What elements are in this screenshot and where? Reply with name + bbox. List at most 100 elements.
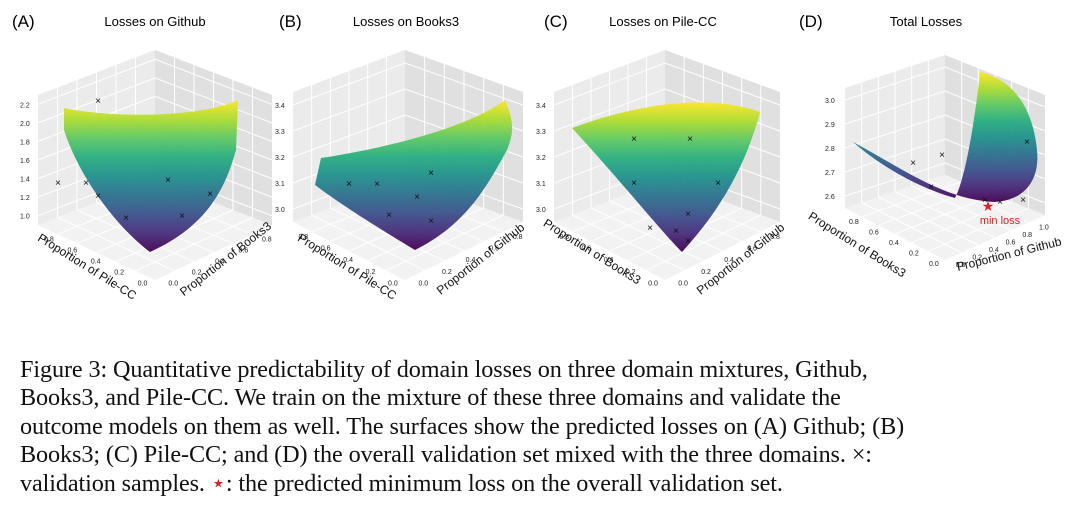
axis2-tick-label: 0.0: [418, 280, 428, 287]
validation-sample-marker: ×: [982, 195, 988, 206]
axis2-tick-label: 0.4: [215, 259, 225, 266]
z-tick-label: 2.6: [825, 194, 835, 201]
validation-sample-marker: ×: [428, 216, 434, 227]
z-tick-label: 3.3: [275, 129, 285, 136]
z-tick-label: 1.8: [20, 139, 30, 146]
axis1-tick-label: 0.8: [44, 237, 54, 244]
axis1-tick-label: 0.2: [626, 269, 636, 276]
axis1-tick-label: 0.6: [67, 248, 77, 255]
z-tick-label: 1.6: [20, 158, 30, 165]
panel-d: (D) Total Losses 2.6 2.7 2.8 2.9 3.0 × × × × × × × 0…: [799, 12, 1063, 280]
validation-sample-marker: ×: [939, 150, 945, 161]
caption-line: Books3, and Pile-CC. We train on the mix…: [20, 384, 841, 412]
panel-c: (C) Losses on Pile-CC 3.0 3.1 3.2 3.3 3.4 × × ×…: [536, 12, 787, 297]
axis2-tick-label: 0.8: [513, 234, 523, 241]
axis2-tick-label: 0.4: [724, 257, 734, 264]
axis2-tick-label: 1.0: [1039, 225, 1049, 232]
axis1-tick-label: 0.6: [321, 246, 331, 253]
validation-sample-marker: ×: [165, 175, 171, 186]
axis1-tick-label: 0.6: [869, 230, 879, 237]
figure-3: (A) Losses on Github 1.0 1.2 1.4 1.6 1.8 2.0 2…: [12, 12, 1063, 303]
caption-line: outcome models on them as well. The surf…: [20, 412, 905, 440]
z-tick-label: 3.4: [275, 103, 285, 110]
panel-a: (A) Losses on Github 1.0 1.2 1.4 1.6 1.8 2.0 2…: [12, 12, 274, 303]
panel-label: (B): [279, 12, 302, 31]
min-loss-marker: ★: [982, 198, 995, 214]
grid-line: [646, 214, 762, 271]
validation-sample-marker: ×: [1024, 137, 1030, 148]
z-tick-label: 2.9: [825, 122, 835, 129]
z-tick-label: 1.2: [20, 195, 30, 202]
min-loss-label: min loss: [980, 215, 1021, 227]
axis2-tick-label: 0.6: [747, 246, 757, 253]
axis1-tick-label: 0.2: [909, 250, 919, 257]
validation-sample-marker: ×: [673, 226, 679, 237]
validation-sample-marker: ×: [928, 182, 934, 193]
validation-sample-marker: ×: [1020, 195, 1026, 206]
z-tick-label: 3.1: [536, 181, 546, 188]
axis1-tick-label: 0.8: [849, 219, 859, 226]
axis1-tick-label: 0.0: [648, 280, 658, 287]
caption-text: validation samples.: [20, 469, 205, 497]
axis1-tick-label: 0.0: [929, 261, 939, 268]
z-tick-label: 1.4: [20, 177, 30, 184]
axis1-tick-label: 0.2: [114, 270, 124, 277]
z-tick-label: 3.4: [536, 103, 546, 110]
loss-surface: [64, 100, 238, 252]
grid-line: [386, 214, 504, 271]
axis1-tick-label: 0.4: [889, 240, 899, 247]
caption-line: validation samples. ⋆: the predicted min…: [20, 470, 1062, 498]
axis2-tick-label: 0.6: [1006, 240, 1016, 247]
grid-line: [292, 62, 524, 106]
chart-title: Losses on Books3: [353, 14, 459, 29]
panel-label: (C): [544, 12, 568, 31]
validation-sample-marker: ×: [631, 134, 637, 145]
star-icon: ⋆: [210, 469, 226, 497]
validation-sample-marker: ×: [685, 236, 691, 247]
loss-surface: [572, 102, 760, 252]
axis2-tick-label: 0.8: [1022, 232, 1032, 239]
panel-label: (D): [799, 12, 823, 31]
axis2-tick-label: 0.2: [192, 270, 202, 277]
z-tick-label: 3.2: [536, 155, 546, 162]
axis1-tick-label: 0.2: [366, 269, 376, 276]
validation-sample-marker: ×: [207, 189, 213, 200]
z-tick-label: 2.8: [825, 146, 835, 153]
validation-sample-marker: ×: [346, 179, 352, 190]
caption-line: Figure 3: Quantitative predictability of…: [20, 356, 868, 383]
validation-sample-marker: ×: [95, 96, 101, 107]
chart-title: Total Losses: [890, 14, 963, 29]
validation-sample-marker: ×: [386, 210, 392, 221]
figure-caption: Figure 3: Quantitative predictability of…: [20, 356, 1062, 498]
grid-line: [553, 62, 781, 106]
axis2-tick-label: 0.4: [989, 247, 999, 254]
z-tick-label: 3.0: [536, 207, 546, 214]
axis1-tick-label: 0.4: [91, 259, 101, 266]
z-tick-label: 3.0: [825, 98, 835, 105]
z-tick-label: 3.2: [275, 155, 285, 162]
axis2-tick-label: 0.2: [972, 255, 982, 262]
loss-surface: [315, 100, 513, 250]
grid-line: [37, 58, 273, 105]
chart-title: Losses on Pile-CC: [609, 14, 717, 29]
axis1-tick-label: 0.8: [559, 234, 569, 241]
axis2-tick-label: 0.0: [168, 281, 178, 288]
axis1-tick-label: 0.0: [138, 281, 148, 288]
validation-sample-marker: ×: [631, 178, 637, 189]
axis1-tick-label: 0.0: [388, 280, 398, 287]
caption-text: : the predicted minimum loss on the over…: [225, 469, 783, 497]
validation-sample-marker: ×: [123, 213, 129, 224]
axis2-tick-label: 0.8: [262, 237, 272, 244]
loss-surface: [853, 72, 1038, 202]
validation-sample-marker: ×: [414, 192, 420, 203]
panel-label: (A): [12, 12, 35, 31]
z-tick-label: 3.1: [275, 181, 285, 188]
validation-sample-marker: ×: [910, 158, 916, 169]
grid-line: [135, 217, 253, 272]
axis1-tick-label: 0.6: [582, 246, 592, 253]
caption-line: Books3; (C) Pile-CC; and (D) the overall…: [20, 441, 872, 469]
axis2-tick-label: 0.6: [239, 248, 249, 255]
axis2-tick-label: 0.0: [956, 262, 966, 269]
axis2-tick-label: 0.0: [678, 280, 688, 287]
z-tick-label: 2.0: [20, 121, 30, 128]
